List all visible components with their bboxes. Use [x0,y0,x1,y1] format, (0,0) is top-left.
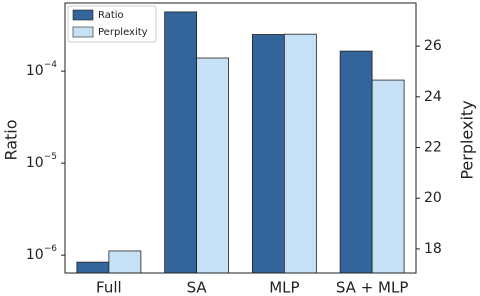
plot-frame [64,2,417,274]
y2-tick-label: 20 [424,190,442,206]
legend-label: Ratio [98,10,124,21]
y2-tick-label: 18 [424,241,442,257]
legend-label: Perplexity [98,27,148,38]
y2-tick-label: 24 [424,89,442,105]
bar [108,250,142,274]
y-tick-base: 10 [26,155,44,171]
y-axis-label: Ratio [2,119,21,160]
x-tick-label: Full [96,279,122,296]
bar [76,261,110,274]
y2-tick-label: 26 [424,38,442,54]
y-tick-label: 10−6 [26,244,57,264]
y-tick-exponent: −4 [44,60,58,70]
y-tick-label: 10−5 [26,152,57,172]
y-tick-exponent: −5 [44,152,57,162]
bar [164,11,198,274]
bar [283,33,317,274]
bar [251,34,285,274]
y-tick-exponent: −6 [44,244,58,254]
x-tick-label: SA [187,279,208,296]
y-tick-label: 10−4 [26,60,57,80]
y-tick-base: 10 [26,63,44,79]
y-tick-base: 10 [26,247,44,263]
bar [196,57,230,274]
bar [371,79,405,274]
bar [339,50,373,274]
legend-swatch [72,9,94,21]
x-tick-label: MLP [269,279,299,296]
x-tick-label: SA + MLP [336,279,409,296]
legend-swatch [72,26,94,38]
y2-tick-label: 22 [424,140,442,156]
y2-axis-label: Perplexity [458,100,477,179]
